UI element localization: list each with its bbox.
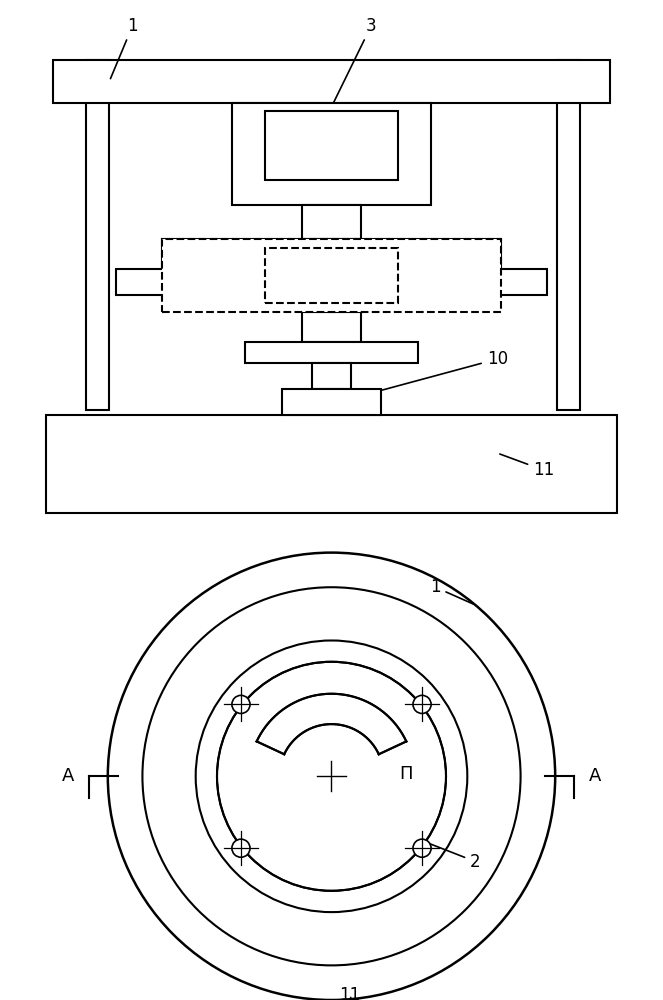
Text: A: A bbox=[589, 767, 601, 785]
FancyBboxPatch shape bbox=[53, 60, 610, 103]
FancyBboxPatch shape bbox=[162, 239, 501, 269]
FancyBboxPatch shape bbox=[312, 363, 351, 389]
FancyBboxPatch shape bbox=[265, 111, 398, 180]
FancyBboxPatch shape bbox=[302, 312, 361, 342]
FancyBboxPatch shape bbox=[116, 269, 547, 295]
Text: A: A bbox=[62, 767, 74, 785]
Text: 1: 1 bbox=[111, 17, 138, 79]
Text: 1: 1 bbox=[430, 578, 473, 604]
FancyBboxPatch shape bbox=[232, 103, 431, 205]
Text: 11: 11 bbox=[500, 454, 554, 479]
Circle shape bbox=[217, 662, 446, 891]
Circle shape bbox=[413, 839, 431, 857]
FancyBboxPatch shape bbox=[46, 415, 617, 513]
Text: 2: 2 bbox=[428, 843, 481, 871]
Circle shape bbox=[219, 664, 444, 889]
FancyBboxPatch shape bbox=[245, 342, 418, 363]
Circle shape bbox=[196, 640, 467, 912]
FancyBboxPatch shape bbox=[302, 205, 361, 239]
Circle shape bbox=[413, 695, 431, 713]
FancyBboxPatch shape bbox=[265, 248, 398, 303]
Text: 10: 10 bbox=[357, 350, 508, 397]
FancyBboxPatch shape bbox=[86, 60, 109, 410]
Circle shape bbox=[143, 587, 520, 965]
FancyBboxPatch shape bbox=[557, 60, 580, 410]
Text: П: П bbox=[399, 765, 413, 783]
FancyBboxPatch shape bbox=[282, 389, 381, 415]
Circle shape bbox=[232, 695, 250, 713]
Text: 11: 11 bbox=[339, 986, 361, 1000]
Circle shape bbox=[108, 553, 555, 1000]
Text: 3: 3 bbox=[333, 17, 377, 104]
FancyBboxPatch shape bbox=[162, 239, 501, 312]
Circle shape bbox=[232, 839, 250, 857]
